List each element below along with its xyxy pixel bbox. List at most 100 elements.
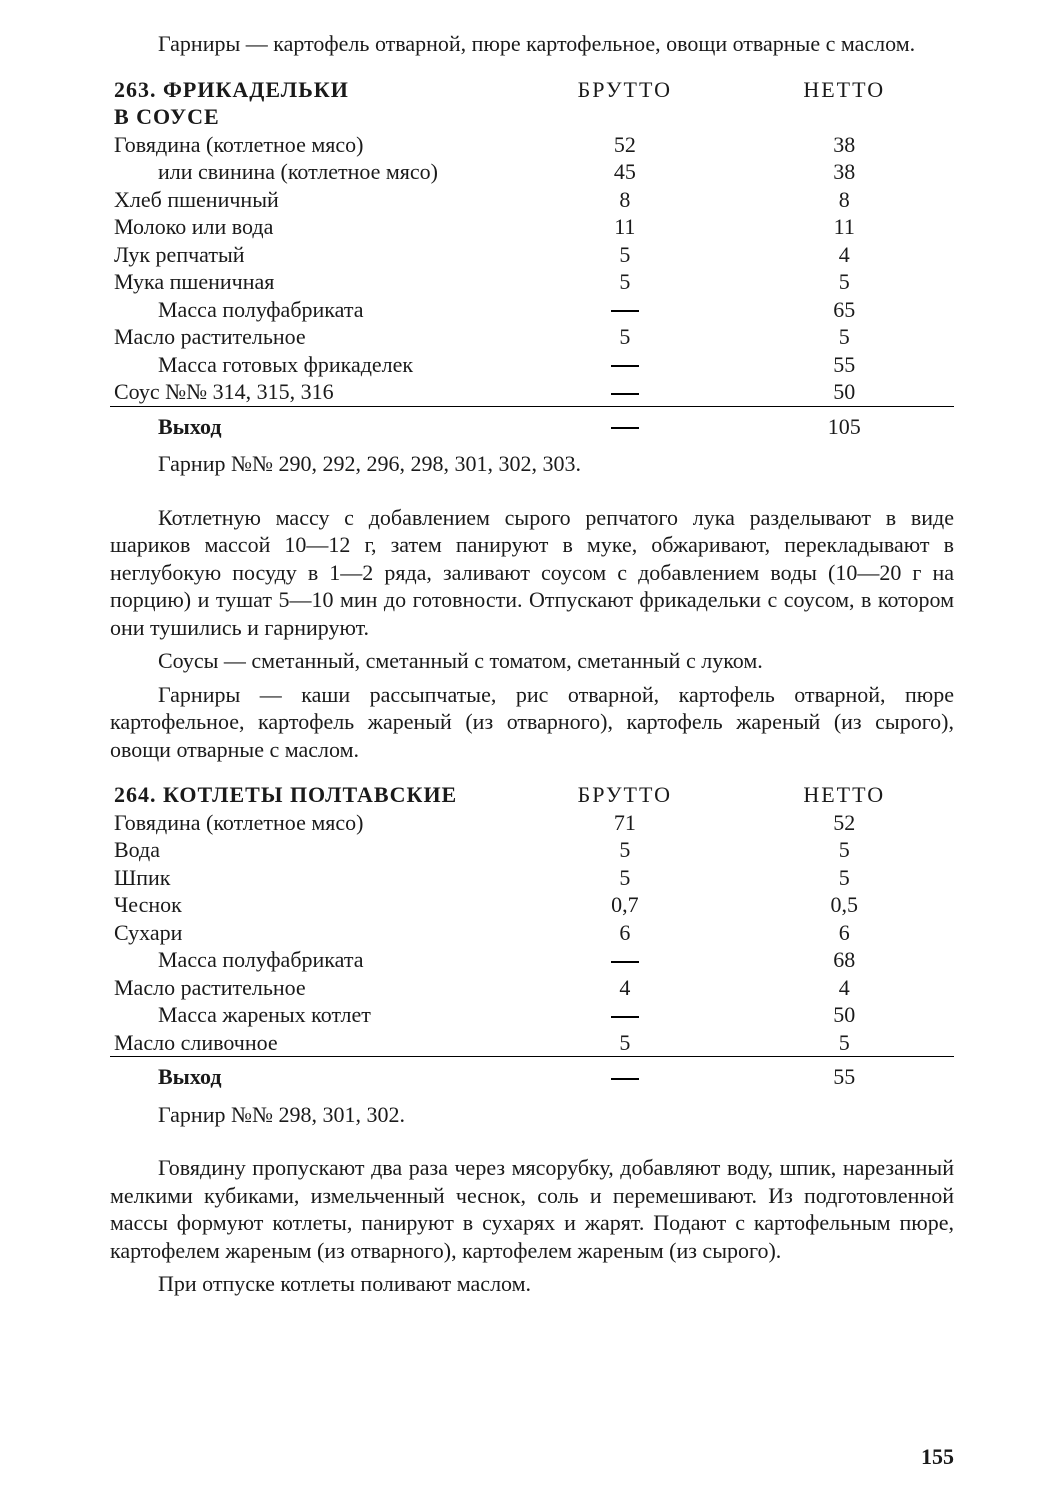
- table-header-row: 264. КОТЛЕТЫ ПОЛТАВСКИЕ БРУТТО НЕТТО: [110, 781, 954, 809]
- ingredient-netto: 4: [735, 974, 954, 1002]
- recipe-263-body: Говядина (котлетное мясо)5238или свинина…: [110, 131, 954, 407]
- ingredient-brutto: 6: [515, 919, 734, 947]
- ingredient-name: Лук репчатый: [110, 241, 515, 269]
- ingredient-brutto: [515, 946, 734, 974]
- ingredient-netto: 55: [735, 351, 954, 379]
- recipe-number: 264.: [114, 782, 157, 807]
- col-header-brutto: БРУТТО: [515, 76, 734, 131]
- table-row: Масло растительное55: [110, 323, 954, 351]
- ingredient-brutto: 5: [515, 1029, 734, 1057]
- recipe-263-title: 263. ФРИКАДЕЛЬКИ В СОУСЕ: [110, 76, 515, 131]
- ingredient-brutto: 11: [515, 213, 734, 241]
- ingredient-brutto: 5: [515, 268, 734, 296]
- ingredient-brutto: 8: [515, 186, 734, 214]
- table-row: Соус №№ 314, 315, 316 50: [110, 378, 954, 406]
- ingredient-name: Сухари: [110, 919, 515, 947]
- col-header-netto: НЕТТО: [735, 76, 954, 131]
- ingredient-name: Хлеб пшеничный: [110, 186, 515, 214]
- page: Гарниры — картофель отварной, пюре карто…: [0, 0, 1044, 1500]
- table-row: Хлеб пшеничный88: [110, 186, 954, 214]
- table-row: Чеснок0,70,5: [110, 891, 954, 919]
- ingredient-name: Молоко или вода: [110, 213, 515, 241]
- ingredient-brutto: 52: [515, 131, 734, 159]
- recipe-263-garnish: Гарнир №№ 290, 292, 296, 298, 301, 302, …: [110, 450, 954, 478]
- table-row: Масса полуфабриката 65: [110, 296, 954, 324]
- ingredient-netto: 38: [735, 131, 954, 159]
- ingredient-netto: 38: [735, 158, 954, 186]
- ingredient-netto: 52: [735, 809, 954, 837]
- recipe-264-title: 264. КОТЛЕТЫ ПОЛТАВСКИЕ: [110, 781, 515, 809]
- table-row: Масса полуфабриката 68: [110, 946, 954, 974]
- recipe-263-p3: Гарниры — каши рассыпчатые, рис отварной…: [110, 681, 954, 764]
- ingredient-brutto: 5: [515, 323, 734, 351]
- table-row: или свинина (котлетное мясо)4538: [110, 158, 954, 186]
- recipe-264-body: Говядина (котлетное мясо)7152Вода55Шпик5…: [110, 809, 954, 1057]
- ingredient-netto: 5: [735, 864, 954, 892]
- recipe-264-p1: Говядину пропускают два раза через мясор…: [110, 1154, 954, 1264]
- table-row: Молоко или вода1111: [110, 213, 954, 241]
- ingredient-name: Масса полуфабриката: [110, 946, 515, 974]
- ingredient-name: Вода: [110, 836, 515, 864]
- ingredient-name: или свинина (котлетное мясо): [110, 158, 515, 186]
- recipe-264-table: 264. КОТЛЕТЫ ПОЛТАВСКИЕ БРУТТО НЕТТО Гов…: [110, 781, 954, 1091]
- ingredient-netto: 65: [735, 296, 954, 324]
- ingredient-brutto: 71: [515, 809, 734, 837]
- ingredient-netto: 0,5: [735, 891, 954, 919]
- recipe-title-line2: В СОУСЕ: [114, 104, 220, 129]
- ingredient-name: Масса жареных котлет: [110, 1001, 515, 1029]
- ingredient-netto: 5: [735, 836, 954, 864]
- recipe-263-p2: Соусы — сметанный, сметанный с томатом, …: [110, 647, 954, 675]
- ingredient-brutto: [515, 296, 734, 324]
- ingredient-brutto: 5: [515, 836, 734, 864]
- table-header-row: 263. ФРИКАДЕЛЬКИ В СОУСЕ БРУТТО НЕТТО: [110, 76, 954, 131]
- ingredient-name: Соус №№ 314, 315, 316: [110, 378, 515, 406]
- ingredient-brutto: 0,7: [515, 891, 734, 919]
- ingredient-netto: 6: [735, 919, 954, 947]
- recipe-264-p2: При отпуске котлеты поливают маслом.: [110, 1270, 954, 1298]
- ingredient-brutto: 45: [515, 158, 734, 186]
- recipe-title-line1: ФРИКАДЕЛЬКИ: [163, 77, 349, 102]
- table-row: Говядина (котлетное мясо)5238: [110, 131, 954, 159]
- ingredient-netto: 68: [735, 946, 954, 974]
- recipe-264-garnish: Гарнир №№ 298, 301, 302.: [110, 1101, 954, 1129]
- ingredient-brutto: 5: [515, 864, 734, 892]
- recipe-264-output-row: Выход 55: [110, 1057, 954, 1091]
- ingredient-netto: 5: [735, 268, 954, 296]
- ingredient-name: Масло растительное: [110, 974, 515, 1002]
- output-label: Выход: [110, 1057, 515, 1091]
- ingredient-brutto: 5: [515, 241, 734, 269]
- output-brutto: [515, 406, 734, 440]
- recipe-263-p1: Котлетную массу с добавлением сырого реп…: [110, 504, 954, 642]
- table-row: Говядина (котлетное мясо)7152: [110, 809, 954, 837]
- table-row: Масса готовых фрикаделек55: [110, 351, 954, 379]
- ingredient-netto: 4: [735, 241, 954, 269]
- table-row: Масло растительное44: [110, 974, 954, 1002]
- recipe-title: КОТЛЕТЫ ПОЛТАВСКИЕ: [163, 782, 457, 807]
- table-row: Шпик55: [110, 864, 954, 892]
- table-row: Лук репчатый54: [110, 241, 954, 269]
- output-netto: 105: [735, 406, 954, 440]
- table-row: Сухари66: [110, 919, 954, 947]
- ingredient-netto: 5: [735, 1029, 954, 1057]
- ingredient-brutto: [515, 1001, 734, 1029]
- recipe-263-table: 263. ФРИКАДЕЛЬКИ В СОУСЕ БРУТТО НЕТТО Го…: [110, 76, 954, 441]
- ingredient-brutto: [515, 378, 734, 406]
- col-header-brutto: БРУТТО: [515, 781, 734, 809]
- ingredient-netto: 5: [735, 323, 954, 351]
- table-row: Масло сливочное55: [110, 1029, 954, 1057]
- intro-paragraph: Гарниры — картофель отварной, пюре карто…: [110, 30, 954, 58]
- ingredient-netto: 8: [735, 186, 954, 214]
- table-row: Мука пшеничная55: [110, 268, 954, 296]
- ingredient-name: Мука пшеничная: [110, 268, 515, 296]
- ingredient-netto: 50: [735, 378, 954, 406]
- recipe-263-output-row: Выход 105: [110, 406, 954, 440]
- col-header-netto: НЕТТО: [735, 781, 954, 809]
- page-number: 155: [921, 1443, 954, 1471]
- ingredient-name: Шпик: [110, 864, 515, 892]
- ingredient-brutto: [515, 351, 734, 379]
- ingredient-name: Говядина (котлетное мясо): [110, 131, 515, 159]
- output-brutto: [515, 1057, 734, 1091]
- ingredient-netto: 11: [735, 213, 954, 241]
- table-row: Масса жареных котлет50: [110, 1001, 954, 1029]
- ingredient-name: Масса полуфабриката: [110, 296, 515, 324]
